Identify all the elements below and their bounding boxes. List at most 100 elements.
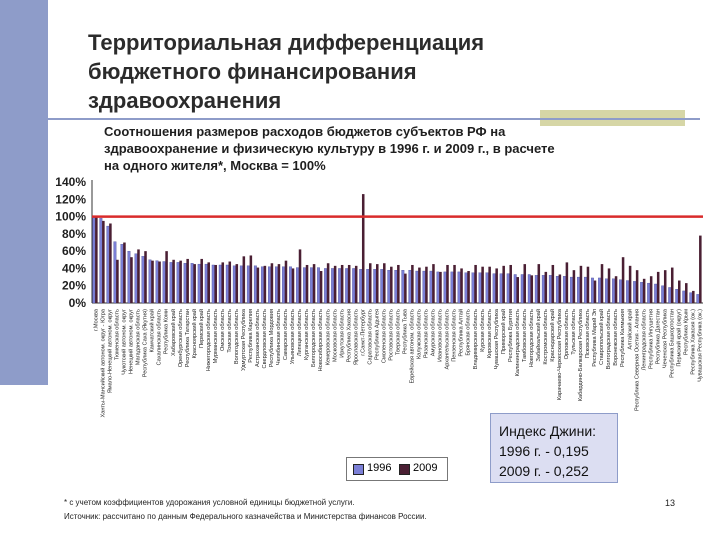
bar-2009 xyxy=(558,274,562,303)
x-category-label: Ярославская область xyxy=(353,309,359,365)
bar-1996 xyxy=(394,270,398,304)
x-category-label: Тамбовская область xyxy=(522,309,528,362)
bar-1996 xyxy=(436,271,440,304)
bar-2009 xyxy=(193,264,196,303)
bar-1996 xyxy=(548,275,552,304)
y-tick-label: 80% xyxy=(62,227,86,241)
bar-2009 xyxy=(361,194,365,303)
bar-1996 xyxy=(520,274,524,304)
bar-1996 xyxy=(562,276,566,304)
bar-2009 xyxy=(340,264,344,303)
x-category-label: Пермский край xyxy=(198,309,205,348)
x-category-label: Самарская область xyxy=(283,309,289,360)
y-tick-label: 20% xyxy=(62,279,86,293)
x-category-label: Удмуртская Республика xyxy=(241,308,247,371)
x-category-label: Еврейская автоном. область xyxy=(409,309,416,384)
footnote: * с учетом коэффициентов удорожания усло… xyxy=(64,498,355,507)
bar-1996 xyxy=(296,267,299,304)
bar-1996 xyxy=(506,273,510,304)
bar-2009 xyxy=(130,257,133,303)
bar-2009 xyxy=(509,264,512,303)
bar-1996 xyxy=(492,273,496,304)
bar-1996 xyxy=(331,268,335,304)
bar-2009 xyxy=(214,264,218,303)
chart-title-line-1: Соотношения размеров расходов бюджетов с… xyxy=(104,124,506,139)
bar-1996 xyxy=(239,265,243,304)
x-category-label: Архангельская область xyxy=(445,309,451,370)
x-category-label: Московская область xyxy=(332,309,338,362)
x-category-label: Иркутская область xyxy=(339,309,345,358)
bar-1996 xyxy=(661,285,665,304)
x-category-label: Республика Алтай xyxy=(458,309,465,357)
y-tick-label: 100% xyxy=(55,210,86,224)
bar-2009 xyxy=(270,263,274,303)
x-category-label: Новгородская область xyxy=(529,309,535,367)
x-category-label: Саратовская область xyxy=(367,309,373,365)
bar-1996 xyxy=(162,261,166,304)
bar-2009 xyxy=(439,271,442,303)
bar-1996 xyxy=(303,267,306,304)
x-category-label: Тульская область xyxy=(571,309,577,355)
x-category-label: Астраханская область xyxy=(255,309,261,367)
bar-1996 xyxy=(366,269,370,304)
bar-2009 xyxy=(144,251,147,303)
x-category-label: Чеченская Республика xyxy=(662,308,668,368)
bar-1996 xyxy=(647,282,651,304)
bar-2009 xyxy=(123,242,126,303)
bar-1996 xyxy=(443,271,447,304)
x-category-label: Республика Тыва xyxy=(403,308,409,354)
bar-2009 xyxy=(579,265,583,303)
x-category-label: Ставропольский край xyxy=(598,309,605,365)
bar-2009 xyxy=(537,264,541,303)
x-category-label: Оренбургская область xyxy=(178,309,184,367)
chart-legend: 1996 2009 xyxy=(346,457,448,481)
title-rule xyxy=(20,118,700,120)
bar-2009 xyxy=(319,271,323,303)
bar-2009 xyxy=(207,262,210,303)
x-category-label: Тверская область xyxy=(396,309,402,355)
bar-2009 xyxy=(291,268,295,303)
x-category-label: Волгоградская область xyxy=(606,309,612,369)
legend-label-2009: 2009 xyxy=(413,462,438,474)
x-category-label: Челябинская область xyxy=(276,309,282,365)
x-category-label: Ульяновская область xyxy=(290,309,296,364)
bar-1996 xyxy=(457,271,461,304)
y-tick-label: 0% xyxy=(69,296,87,310)
bar-2009 xyxy=(432,264,435,303)
bar-2009 xyxy=(621,257,625,303)
bar-1996 xyxy=(429,270,433,304)
bar-2009 xyxy=(383,263,386,303)
bar-2009 xyxy=(397,264,400,303)
bar-1996 xyxy=(555,276,559,304)
bar-1996 xyxy=(576,276,580,304)
bar-1996 xyxy=(478,272,482,304)
x-category-label: Ханты-Мансийский автоном. округ - Югра xyxy=(100,308,107,417)
x-category-label: Курская область xyxy=(480,309,486,352)
bar-2009 xyxy=(502,265,505,303)
bar-2009 xyxy=(593,280,597,303)
bar-2009 xyxy=(326,263,330,303)
x-category-label: Пермский край (округ) xyxy=(675,309,682,367)
bar-2009 xyxy=(685,283,688,303)
x-category-label: Республика Калмыкия xyxy=(620,309,626,367)
x-category-label: Костромская область xyxy=(543,309,549,365)
x-category-label: г.Санкт-Петербург xyxy=(360,309,366,356)
bar-2009 xyxy=(109,223,112,303)
bar-1996 xyxy=(450,271,454,304)
x-category-label: Алтайский край xyxy=(626,309,633,350)
bar-2009 xyxy=(670,267,674,303)
x-category-label: Липецкая область xyxy=(297,309,303,356)
x-category-label: Сахалинская область xyxy=(157,309,163,365)
bar-2009 xyxy=(312,264,316,303)
x-category-label: Краснодарский край xyxy=(549,309,556,362)
bar-2009 xyxy=(179,260,182,303)
x-category-label: Смоленская область xyxy=(381,309,387,363)
bar-1996 xyxy=(197,263,201,304)
x-category-label: Республика Татарстан xyxy=(185,309,191,367)
bar-1996 xyxy=(380,269,384,304)
bar-2009 xyxy=(284,260,288,303)
bar-2009 xyxy=(242,256,246,303)
bar-1996 xyxy=(401,270,405,304)
x-category-label: Ленинградская область xyxy=(641,309,647,370)
